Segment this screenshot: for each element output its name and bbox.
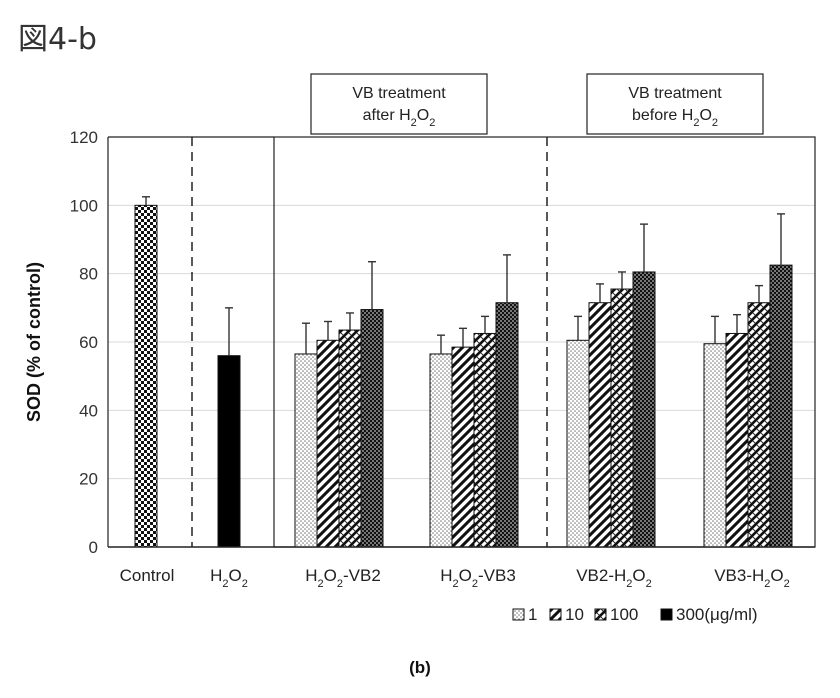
bar xyxy=(360,309,384,548)
y-axis-label: SOD (% of control) xyxy=(24,262,44,422)
legend-swatch xyxy=(660,608,673,621)
y-tick-label: 80 xyxy=(79,265,98,284)
panel-label: (b) xyxy=(409,658,431,677)
legend-label: 300(μg/ml) xyxy=(676,605,758,624)
bar xyxy=(217,355,241,548)
treatment-box-subtitle: after H2O2 xyxy=(363,107,436,129)
bar xyxy=(632,271,656,548)
legend-label: 1 xyxy=(528,605,537,624)
bar xyxy=(495,302,519,548)
y-tick-label: 60 xyxy=(79,333,98,352)
bar xyxy=(134,204,158,548)
bar xyxy=(769,264,793,548)
treatment-box-title: VB treatment xyxy=(628,85,722,102)
figure-title: 図4-b xyxy=(18,22,97,57)
bar xyxy=(338,329,362,548)
legend-swatch xyxy=(594,608,607,621)
legend-swatch xyxy=(512,608,525,621)
y-tick-label: 120 xyxy=(70,128,98,147)
bar xyxy=(473,332,497,548)
y-tick-label: 100 xyxy=(70,196,98,215)
x-category-label: VB3-H2O2 xyxy=(714,566,790,590)
treatment-box xyxy=(310,73,488,135)
bar xyxy=(747,302,771,548)
treatment-box-title: VB treatment xyxy=(352,85,446,102)
x-category-label: H2O2 xyxy=(210,566,248,590)
y-tick-label: 0 xyxy=(89,538,98,557)
y-tick-label: 20 xyxy=(79,470,98,489)
x-category-label: VB2-H2O2 xyxy=(576,566,652,590)
treatment-box xyxy=(586,73,764,135)
bar xyxy=(588,302,612,548)
legend-swatch xyxy=(549,608,562,621)
bar xyxy=(316,339,340,548)
x-category-label: H2O2-VB2 xyxy=(305,566,381,590)
legend-label: 10 xyxy=(565,605,584,624)
bar xyxy=(725,332,749,548)
bar xyxy=(566,339,590,548)
bar xyxy=(451,346,475,548)
bar xyxy=(429,353,453,548)
x-category-label: H2O2-VB3 xyxy=(440,566,516,590)
bar xyxy=(294,353,318,548)
x-category-label: Control xyxy=(120,566,175,585)
bar xyxy=(703,343,727,548)
treatment-box-subtitle: before H2O2 xyxy=(632,107,718,129)
bar xyxy=(610,288,634,548)
y-tick-label: 40 xyxy=(79,401,98,420)
legend-label: 100 xyxy=(610,605,638,624)
